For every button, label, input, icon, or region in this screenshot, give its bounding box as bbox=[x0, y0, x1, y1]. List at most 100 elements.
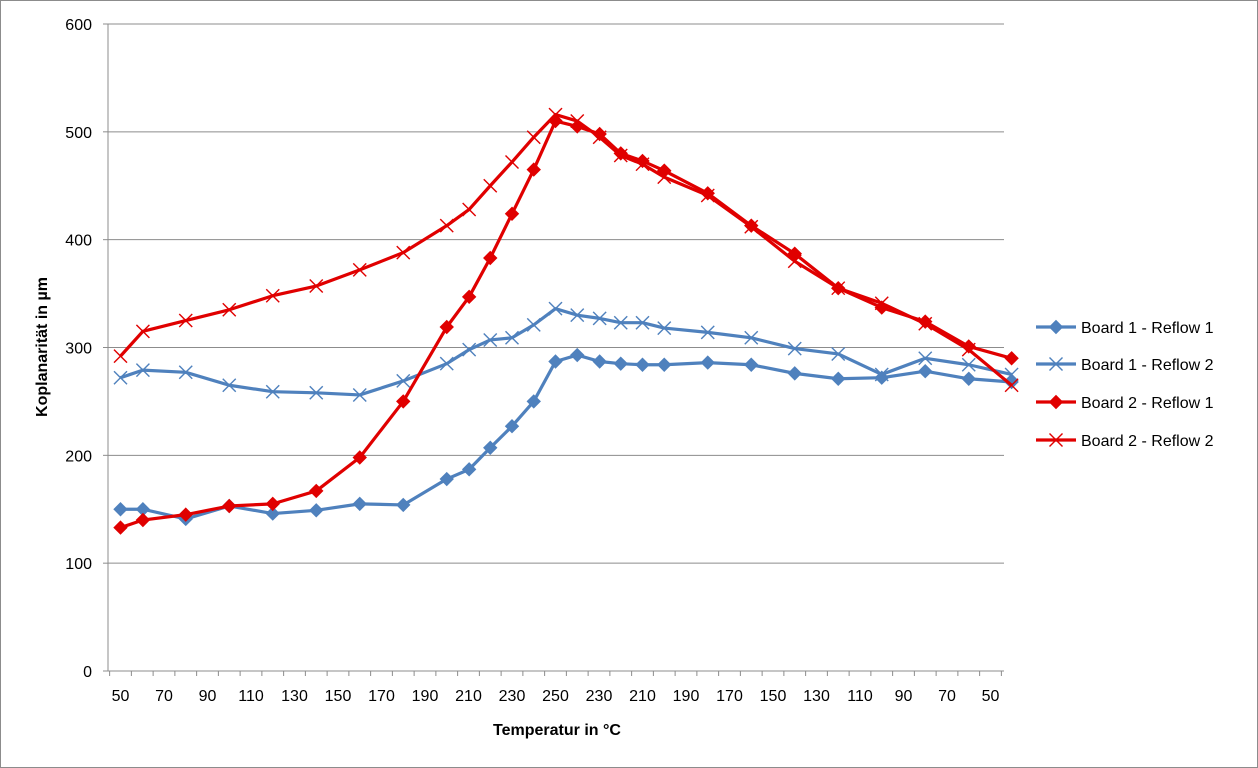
data-point bbox=[657, 170, 672, 185]
data-point bbox=[462, 202, 477, 217]
series-4 bbox=[113, 107, 1019, 393]
data-point bbox=[613, 315, 628, 330]
y-axis-title: Koplanarität in µm bbox=[34, 277, 51, 417]
data-point bbox=[265, 288, 280, 303]
data-point bbox=[831, 346, 846, 361]
x-tick-label: 150 bbox=[325, 688, 352, 705]
data-point bbox=[787, 341, 802, 356]
x-tick-label: 170 bbox=[368, 688, 395, 705]
data-point bbox=[657, 321, 672, 336]
x-tick-label: 130 bbox=[803, 688, 830, 705]
data-point bbox=[352, 262, 367, 277]
legend: Board 1 - Reflow 1 Board 1 - Reflow 2 Boar… bbox=[1036, 319, 1214, 450]
data-point bbox=[831, 281, 846, 296]
data-point bbox=[548, 107, 563, 122]
data-point bbox=[526, 394, 541, 409]
data-point bbox=[178, 507, 193, 522]
data-point bbox=[787, 254, 802, 269]
legend-item: Board 1 - Reflow 1 bbox=[1036, 319, 1214, 337]
data-point bbox=[700, 355, 715, 370]
x-tick-label: 130 bbox=[281, 688, 308, 705]
data-point bbox=[570, 114, 585, 129]
data-point bbox=[461, 462, 477, 477]
data-point bbox=[439, 471, 454, 487]
data-point bbox=[113, 520, 128, 535]
data-point bbox=[1004, 378, 1019, 393]
data-point bbox=[309, 279, 324, 294]
data-point bbox=[700, 188, 715, 203]
data-point bbox=[113, 370, 128, 385]
y-tick-label: 200 bbox=[65, 448, 92, 465]
series-3 bbox=[113, 113, 1019, 535]
data-point bbox=[1004, 351, 1019, 366]
gridlines bbox=[108, 23, 1004, 564]
x-tick-label: 110 bbox=[238, 688, 264, 705]
data-point bbox=[526, 162, 541, 177]
data-point bbox=[657, 357, 672, 372]
data-point bbox=[874, 296, 889, 311]
data-point bbox=[483, 440, 498, 455]
data-point bbox=[222, 302, 237, 317]
data-point bbox=[700, 325, 715, 340]
legend-marker bbox=[1048, 394, 1064, 410]
y-tick-label: 300 bbox=[65, 341, 92, 358]
data-point bbox=[396, 497, 411, 513]
data-point bbox=[592, 311, 607, 326]
data-point bbox=[461, 289, 477, 305]
legend-label: Board 2 - Reflow 1 bbox=[1081, 395, 1214, 412]
data-point bbox=[744, 219, 759, 234]
x-tick-label: 190 bbox=[412, 688, 439, 705]
data-point bbox=[548, 301, 563, 316]
data-point bbox=[548, 354, 563, 369]
x-tick-label: 70 bbox=[938, 688, 956, 705]
x-tick-label: 150 bbox=[760, 688, 787, 705]
data-point bbox=[592, 126, 607, 142]
data-point bbox=[744, 330, 759, 345]
data-point bbox=[505, 330, 519, 345]
data-point bbox=[961, 339, 976, 354]
data-point bbox=[178, 365, 193, 380]
series-2 bbox=[113, 301, 1019, 402]
data-point bbox=[396, 373, 411, 388]
data-point bbox=[592, 130, 607, 145]
data-point bbox=[222, 498, 237, 514]
legend-label: Board 1 - Reflow 2 bbox=[1081, 357, 1214, 374]
data-point bbox=[178, 313, 193, 328]
x-tick-label: 50 bbox=[982, 688, 1000, 705]
data-point bbox=[918, 351, 933, 366]
y-tick-label: 100 bbox=[65, 556, 92, 573]
data-point bbox=[113, 349, 128, 364]
data-point bbox=[309, 385, 324, 400]
data-point bbox=[439, 356, 454, 371]
x-tick-label: 230 bbox=[499, 688, 526, 705]
x-tick-label: 90 bbox=[199, 688, 217, 705]
data-point bbox=[613, 356, 628, 371]
data-point bbox=[961, 371, 976, 386]
data-point bbox=[309, 503, 324, 518]
legend-marker bbox=[1049, 433, 1063, 447]
x-tick-label: 110 bbox=[847, 688, 873, 705]
x-axis-title: Temperatur in °C bbox=[493, 722, 621, 739]
y-axis-ticks: 0 100 200 300 400 500 600 bbox=[65, 17, 108, 681]
data-point bbox=[396, 245, 411, 260]
legend-marker bbox=[1048, 319, 1064, 335]
data-point bbox=[352, 496, 367, 512]
data-point bbox=[504, 206, 520, 221]
data-point bbox=[135, 363, 150, 378]
x-tick-label: 230 bbox=[586, 688, 613, 705]
data-point bbox=[831, 371, 846, 386]
data-point bbox=[222, 378, 237, 393]
data-point bbox=[483, 250, 498, 266]
data-point bbox=[526, 130, 541, 145]
data-point bbox=[635, 157, 650, 172]
data-point bbox=[1004, 367, 1019, 382]
series-line bbox=[119, 112, 1013, 387]
legend-item: Board 2 - Reflow 2 bbox=[1036, 433, 1214, 450]
legend-label: Board 1 - Reflow 1 bbox=[1081, 320, 1214, 337]
data-point bbox=[787, 366, 802, 381]
legend-item: Board 1 - Reflow 2 bbox=[1036, 357, 1214, 374]
data-point bbox=[483, 332, 498, 347]
y-tick-label: 400 bbox=[65, 233, 92, 250]
data-point bbox=[918, 364, 933, 379]
